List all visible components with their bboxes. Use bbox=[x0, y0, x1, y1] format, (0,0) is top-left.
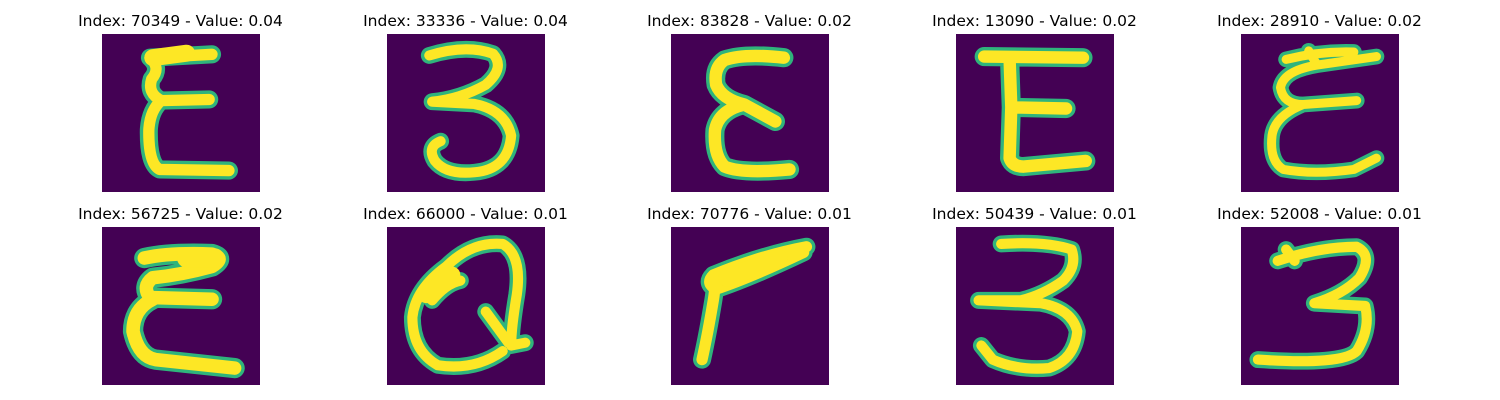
panel-title: Index: 83828 - Value: 0.02 bbox=[647, 12, 852, 30]
panel-title: Index: 66000 - Value: 0.01 bbox=[363, 205, 568, 223]
digit-image bbox=[1241, 227, 1399, 385]
digit-image bbox=[671, 227, 829, 385]
panel-title: Index: 56725 - Value: 0.02 bbox=[78, 205, 283, 223]
sample-panel-2: Index: 33336 - Value: 0.04 bbox=[323, 10, 608, 200]
sample-panel-5: Index: 28910 - Value: 0.02 bbox=[1177, 10, 1462, 200]
panel-title: Index: 28910 - Value: 0.02 bbox=[1217, 12, 1422, 30]
digit-image bbox=[1241, 34, 1399, 192]
sample-panel-7: Index: 66000 - Value: 0.01 bbox=[323, 203, 608, 393]
epsilon-glyph bbox=[705, 46, 800, 181]
sample-panel-1: Index: 70349 - Value: 0.04 bbox=[38, 10, 323, 200]
sample-panel-6: Index: 56725 - Value: 0.02 bbox=[38, 203, 323, 393]
angle-glyph bbox=[693, 237, 816, 369]
panel-title: Index: 52008 - Value: 0.01 bbox=[1217, 205, 1422, 223]
digit-image bbox=[956, 34, 1114, 192]
digit-image bbox=[387, 34, 545, 192]
panel-title: Index: 13090 - Value: 0.02 bbox=[932, 12, 1137, 30]
three-glyph bbox=[420, 40, 520, 182]
digit-image bbox=[956, 227, 1114, 385]
sample-panel-9: Index: 50439 - Value: 0.01 bbox=[892, 203, 1177, 393]
epsilon-glyph bbox=[974, 46, 1096, 177]
epsilon-glyph bbox=[139, 44, 238, 180]
three-glyph bbox=[970, 234, 1086, 378]
panel-title: Index: 33336 - Value: 0.04 bbox=[363, 12, 568, 30]
sample-panel-4: Index: 13090 - Value: 0.02 bbox=[892, 10, 1177, 200]
sample-panel-3: Index: 83828 - Value: 0.02 bbox=[607, 10, 892, 200]
digit-image bbox=[102, 34, 260, 192]
panel-title: Index: 70349 - Value: 0.04 bbox=[78, 12, 283, 30]
sample-panel-10: Index: 52008 - Value: 0.01 bbox=[1177, 203, 1462, 393]
q-glyph bbox=[403, 235, 534, 375]
panel-title: Index: 50439 - Value: 0.01 bbox=[932, 205, 1137, 223]
panel-title: Index: 70776 - Value: 0.01 bbox=[647, 205, 852, 223]
sample-panel-8: Index: 70776 - Value: 0.01 bbox=[607, 203, 892, 393]
epsilon-glyph bbox=[122, 243, 245, 379]
digit-image bbox=[102, 227, 260, 385]
digit-image bbox=[671, 34, 829, 192]
epsilon-glyph bbox=[1263, 43, 1385, 181]
three-glyph bbox=[1249, 238, 1376, 370]
digit-image bbox=[387, 227, 545, 385]
